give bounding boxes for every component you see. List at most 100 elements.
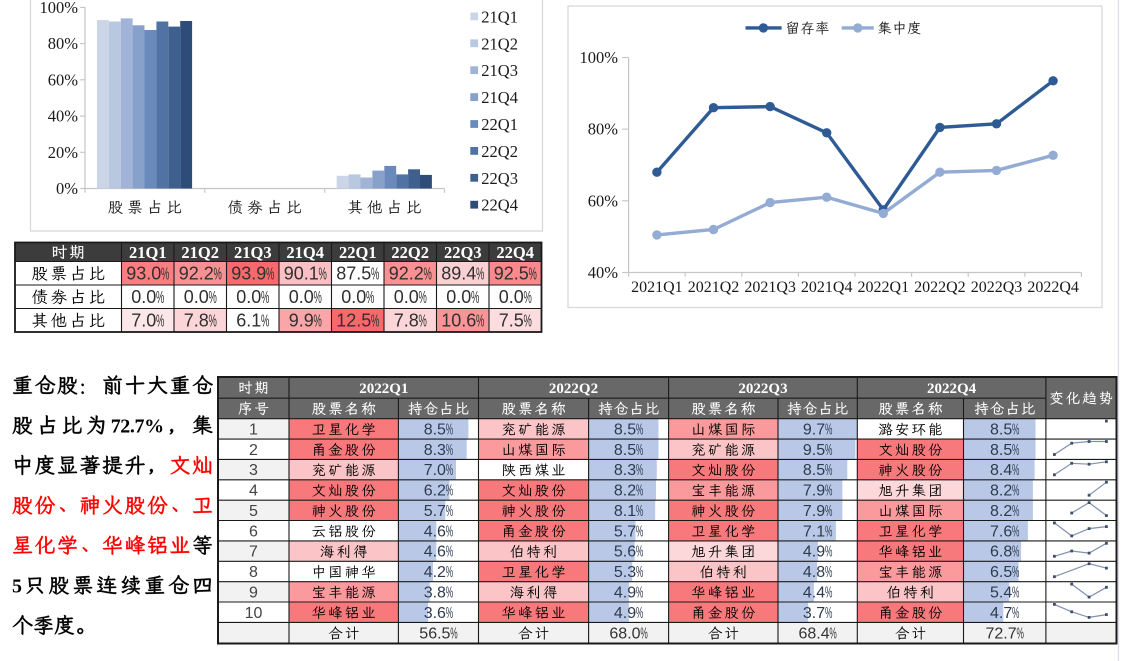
svg-text:4.9: 4.9: [614, 584, 636, 601]
svg-text:7.5: 7.5: [499, 310, 524, 330]
svg-text:4.9: 4.9: [803, 544, 825, 561]
svg-text:2022Q4: 2022Q4: [927, 381, 977, 397]
svg-text:93.9: 93.9: [231, 263, 266, 283]
svg-text:%: %: [636, 440, 643, 459]
svg-text:3.7: 3.7: [803, 605, 825, 622]
svg-text:21Q4: 21Q4: [481, 88, 518, 107]
svg-text:%: %: [825, 460, 832, 479]
svg-text:10.6: 10.6: [441, 310, 476, 330]
svg-text:%: %: [636, 603, 643, 622]
svg-text:%: %: [636, 419, 643, 438]
svg-text:%: %: [825, 582, 832, 601]
svg-text:%: %: [829, 624, 836, 643]
svg-text:5: 5: [249, 503, 258, 520]
svg-text:3.6: 3.6: [424, 605, 446, 622]
svg-text:5.7: 5.7: [424, 503, 446, 520]
svg-text:8.5: 8.5: [990, 422, 1012, 439]
svg-text:8: 8: [249, 564, 258, 581]
svg-text:22Q3: 22Q3: [481, 169, 518, 188]
svg-text:%: %: [825, 542, 832, 561]
svg-text:0.0: 0.0: [341, 287, 366, 307]
svg-text:%: %: [636, 542, 643, 561]
svg-text:%: %: [476, 311, 484, 331]
svg-text:8.4: 8.4: [990, 462, 1012, 479]
svg-text:%: %: [825, 603, 832, 622]
svg-text:87.5: 87.5: [336, 263, 371, 283]
svg-text:%: %: [366, 288, 374, 308]
svg-text:72.7: 72.7: [986, 626, 1017, 643]
svg-text:0.0: 0.0: [499, 287, 524, 307]
svg-text:%: %: [825, 562, 832, 581]
svg-text:2022Q1: 2022Q1: [359, 381, 408, 397]
svg-text:22Q4: 22Q4: [496, 243, 534, 262]
svg-text:%: %: [1012, 440, 1019, 459]
svg-text:%: %: [446, 603, 453, 622]
svg-text:21Q3: 21Q3: [234, 243, 272, 262]
svg-text:2022Q4: 2022Q4: [1027, 279, 1079, 296]
svg-text:21Q2: 21Q2: [181, 243, 219, 262]
svg-text:12.5: 12.5: [336, 310, 371, 330]
svg-text:%: %: [214, 264, 222, 284]
svg-text:%: %: [1012, 460, 1019, 479]
svg-text:21Q4: 21Q4: [286, 243, 324, 262]
svg-text:%: %: [636, 481, 643, 500]
svg-text:%: %: [471, 288, 479, 308]
svg-text:0.0: 0.0: [289, 287, 314, 307]
svg-text:22Q2: 22Q2: [481, 142, 518, 161]
svg-text:6.5: 6.5: [990, 564, 1012, 581]
svg-text:68.4: 68.4: [799, 626, 830, 643]
svg-text:%: %: [1012, 481, 1019, 500]
svg-text:22Q4: 22Q4: [481, 196, 518, 215]
svg-text:2021Q4: 2021Q4: [801, 279, 853, 296]
svg-text:9.5: 9.5: [803, 442, 825, 459]
svg-text:2021Q1: 2021Q1: [631, 279, 683, 296]
svg-text:7.8: 7.8: [184, 310, 209, 330]
svg-text:8.1: 8.1: [614, 503, 636, 520]
svg-text:4.6: 4.6: [424, 544, 446, 561]
svg-text:%: %: [1012, 521, 1019, 540]
svg-text:4.7: 4.7: [990, 605, 1012, 622]
svg-text:%: %: [636, 582, 643, 601]
svg-text:60%: 60%: [588, 191, 619, 210]
svg-text:0.0: 0.0: [131, 287, 156, 307]
svg-text:%: %: [640, 624, 647, 643]
svg-text:8.2: 8.2: [990, 483, 1012, 500]
svg-text:100%: 100%: [580, 48, 619, 67]
svg-text:%: %: [1017, 624, 1024, 643]
svg-text:%: %: [1012, 562, 1019, 581]
svg-text:3.8: 3.8: [424, 584, 446, 601]
svg-text:4.2: 4.2: [424, 564, 446, 581]
svg-text:9: 9: [249, 584, 258, 601]
svg-text:%: %: [825, 501, 832, 520]
svg-text:%: %: [450, 624, 457, 643]
svg-text:9.7: 9.7: [803, 422, 825, 439]
svg-text:72.7%: 72.7%: [111, 416, 164, 438]
svg-text:92.2: 92.2: [389, 263, 424, 283]
svg-text:0.0: 0.0: [184, 287, 209, 307]
svg-text:%: %: [446, 481, 453, 500]
svg-text:68.0: 68.0: [609, 626, 640, 643]
svg-text:8.5: 8.5: [803, 462, 825, 479]
svg-text:8.5: 8.5: [424, 422, 446, 439]
svg-text:%: %: [156, 311, 164, 331]
svg-text:5.4: 5.4: [990, 584, 1012, 601]
svg-text:%: %: [1012, 419, 1019, 438]
svg-text:80%: 80%: [48, 34, 79, 53]
svg-text:8.2: 8.2: [990, 503, 1012, 520]
svg-text:4.4: 4.4: [803, 584, 825, 601]
svg-text:22Q3: 22Q3: [444, 243, 482, 262]
svg-text:2022Q1: 2022Q1: [858, 279, 910, 296]
svg-text:40%: 40%: [588, 263, 619, 282]
svg-text:%: %: [476, 264, 484, 284]
svg-text:%: %: [1012, 603, 1019, 622]
svg-text:5.3: 5.3: [614, 564, 636, 581]
svg-text:0.0: 0.0: [236, 287, 261, 307]
svg-text:%: %: [314, 288, 322, 308]
svg-text:%: %: [419, 311, 427, 331]
svg-text:%: %: [825, 419, 832, 438]
svg-text:4: 4: [249, 483, 258, 500]
svg-text:%: %: [636, 521, 643, 540]
svg-text:%: %: [636, 460, 643, 479]
svg-text:%: %: [156, 288, 164, 308]
svg-text:%: %: [209, 311, 217, 331]
